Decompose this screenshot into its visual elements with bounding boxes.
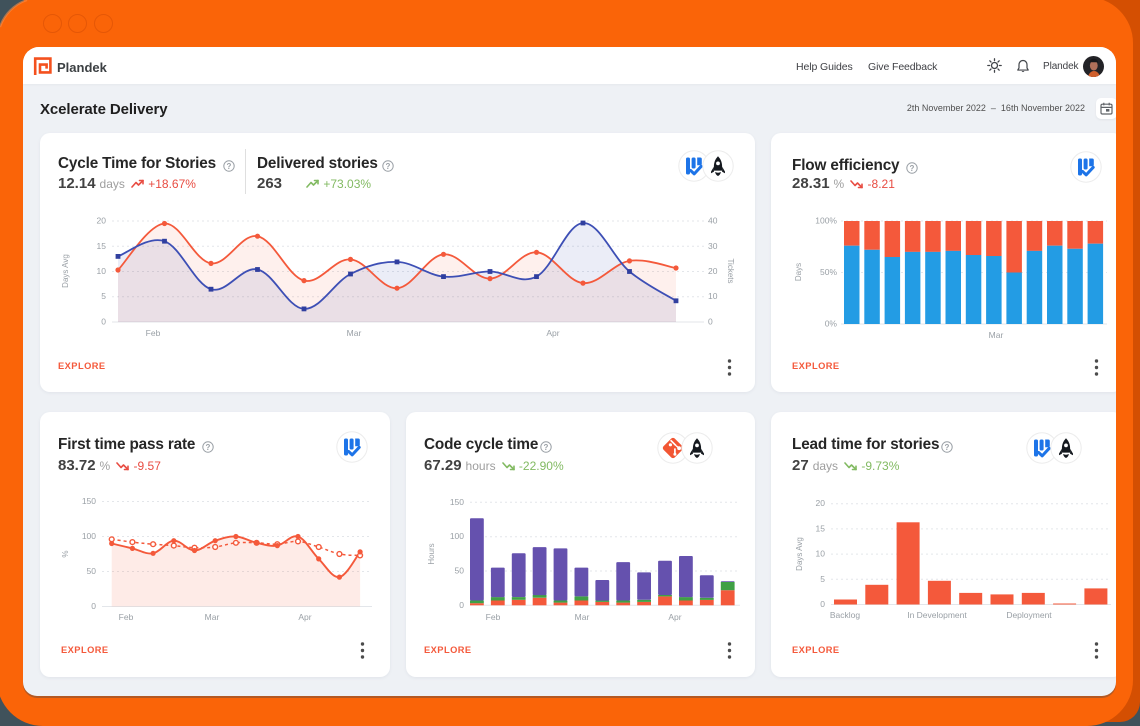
svg-text:In Development: In Development [907, 610, 967, 620]
svg-text:Feb: Feb [486, 612, 501, 622]
svg-text:Hours: Hours [427, 543, 436, 564]
svg-text:Days Avg: Days Avg [61, 254, 70, 288]
svg-text:0%: 0% [825, 319, 838, 329]
svg-text:0: 0 [91, 601, 96, 611]
svg-text:Mar: Mar [989, 330, 1004, 340]
svg-text:Feb: Feb [119, 612, 134, 622]
svg-text:?: ? [945, 443, 950, 452]
svg-text:10: 10 [816, 549, 826, 559]
svg-text:Tickets: Tickets [726, 258, 735, 283]
svg-text:0: 0 [820, 599, 825, 609]
svg-text:0: 0 [708, 317, 713, 327]
svg-text:?: ? [386, 162, 391, 171]
svg-text:30: 30 [708, 241, 718, 251]
svg-text:?: ? [544, 443, 549, 452]
svg-text:Mar: Mar [347, 328, 362, 338]
svg-text:150: 150 [82, 496, 96, 506]
svg-text:?: ? [206, 443, 211, 452]
svg-text:5: 5 [820, 574, 825, 584]
svg-text:15: 15 [816, 523, 826, 533]
svg-text:Days: Days [794, 263, 803, 281]
svg-text:Backlog: Backlog [830, 610, 861, 620]
svg-text:100: 100 [82, 531, 96, 541]
svg-text:%: % [61, 550, 70, 557]
svg-text:?: ? [227, 162, 232, 171]
svg-text:Apr: Apr [546, 328, 559, 338]
svg-text:Days Avg: Days Avg [795, 537, 804, 571]
svg-text:100: 100 [450, 531, 464, 541]
svg-text:Apr: Apr [298, 612, 311, 622]
svg-text:40: 40 [708, 216, 718, 226]
svg-text:20: 20 [816, 498, 826, 508]
svg-text:100%: 100% [815, 216, 837, 226]
svg-text:10: 10 [708, 291, 718, 301]
svg-text:Feb: Feb [146, 328, 161, 338]
svg-text:15: 15 [97, 241, 107, 251]
svg-text:Deployment: Deployment [1006, 610, 1052, 620]
svg-text:50: 50 [87, 566, 97, 576]
svg-text:?: ? [910, 164, 915, 173]
svg-text:50%: 50% [820, 267, 837, 277]
svg-text:20: 20 [97, 216, 107, 226]
svg-text:Apr: Apr [668, 612, 681, 622]
svg-text:Mar: Mar [205, 612, 220, 622]
svg-text:20: 20 [708, 266, 718, 276]
svg-text:10: 10 [97, 266, 107, 276]
svg-text:50: 50 [455, 566, 465, 576]
svg-text:0: 0 [101, 317, 106, 327]
svg-text:Mar: Mar [575, 612, 590, 622]
svg-text:0: 0 [459, 600, 464, 610]
svg-text:150: 150 [450, 497, 464, 507]
svg-text:5: 5 [101, 291, 106, 301]
